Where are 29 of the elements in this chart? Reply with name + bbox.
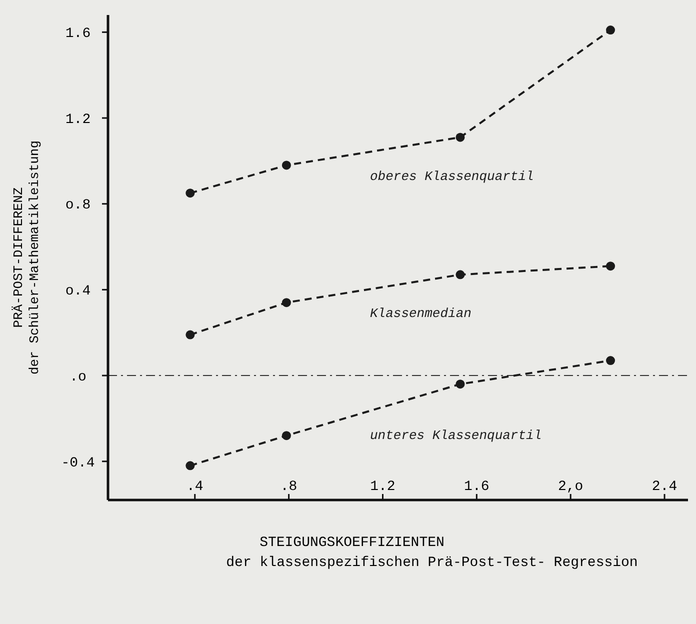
point bbox=[282, 160, 291, 170]
x-tick-label: 1.6 bbox=[464, 479, 490, 495]
point bbox=[456, 132, 465, 142]
y-axis-title: PRÄ-POST-DIFFERENZ der Schüler-Mathematikleistung bbox=[11, 140, 42, 375]
series-label: unteres Klassenquartil bbox=[370, 428, 542, 443]
point bbox=[186, 461, 195, 470]
x-axis-title: STEIGUNGSKOEFFIZIENTEN der klassenspezifischen Prä-Post-Test- Regression bbox=[226, 535, 638, 571]
point bbox=[606, 262, 616, 271]
point bbox=[456, 270, 465, 280]
x-tick-label: .8 bbox=[280, 479, 298, 495]
series-label: oberes Klassenquartil bbox=[370, 168, 534, 184]
y-tick-label: 1.6 bbox=[65, 26, 91, 42]
y-tick-label: o.4 bbox=[65, 284, 91, 300]
x-tick-label: 1.2 bbox=[370, 479, 396, 495]
x-tick-label: .4 bbox=[186, 479, 204, 495]
y-tick-label: -0.4 bbox=[61, 455, 95, 472]
y-tick-label: 1.2 bbox=[65, 112, 91, 128]
point bbox=[186, 188, 195, 198]
y-tick-label: .o bbox=[70, 369, 86, 386]
point bbox=[186, 330, 195, 340]
point bbox=[282, 431, 291, 440]
y-tick-label: o.8 bbox=[65, 198, 91, 214]
x-tick-label: 2,o bbox=[558, 479, 584, 495]
point bbox=[606, 26, 616, 35]
x-tick-label: 2.4 bbox=[652, 479, 678, 495]
point bbox=[456, 380, 465, 389]
series-label: Klassenmedian bbox=[370, 306, 472, 322]
point bbox=[282, 298, 291, 308]
point bbox=[606, 356, 616, 366]
